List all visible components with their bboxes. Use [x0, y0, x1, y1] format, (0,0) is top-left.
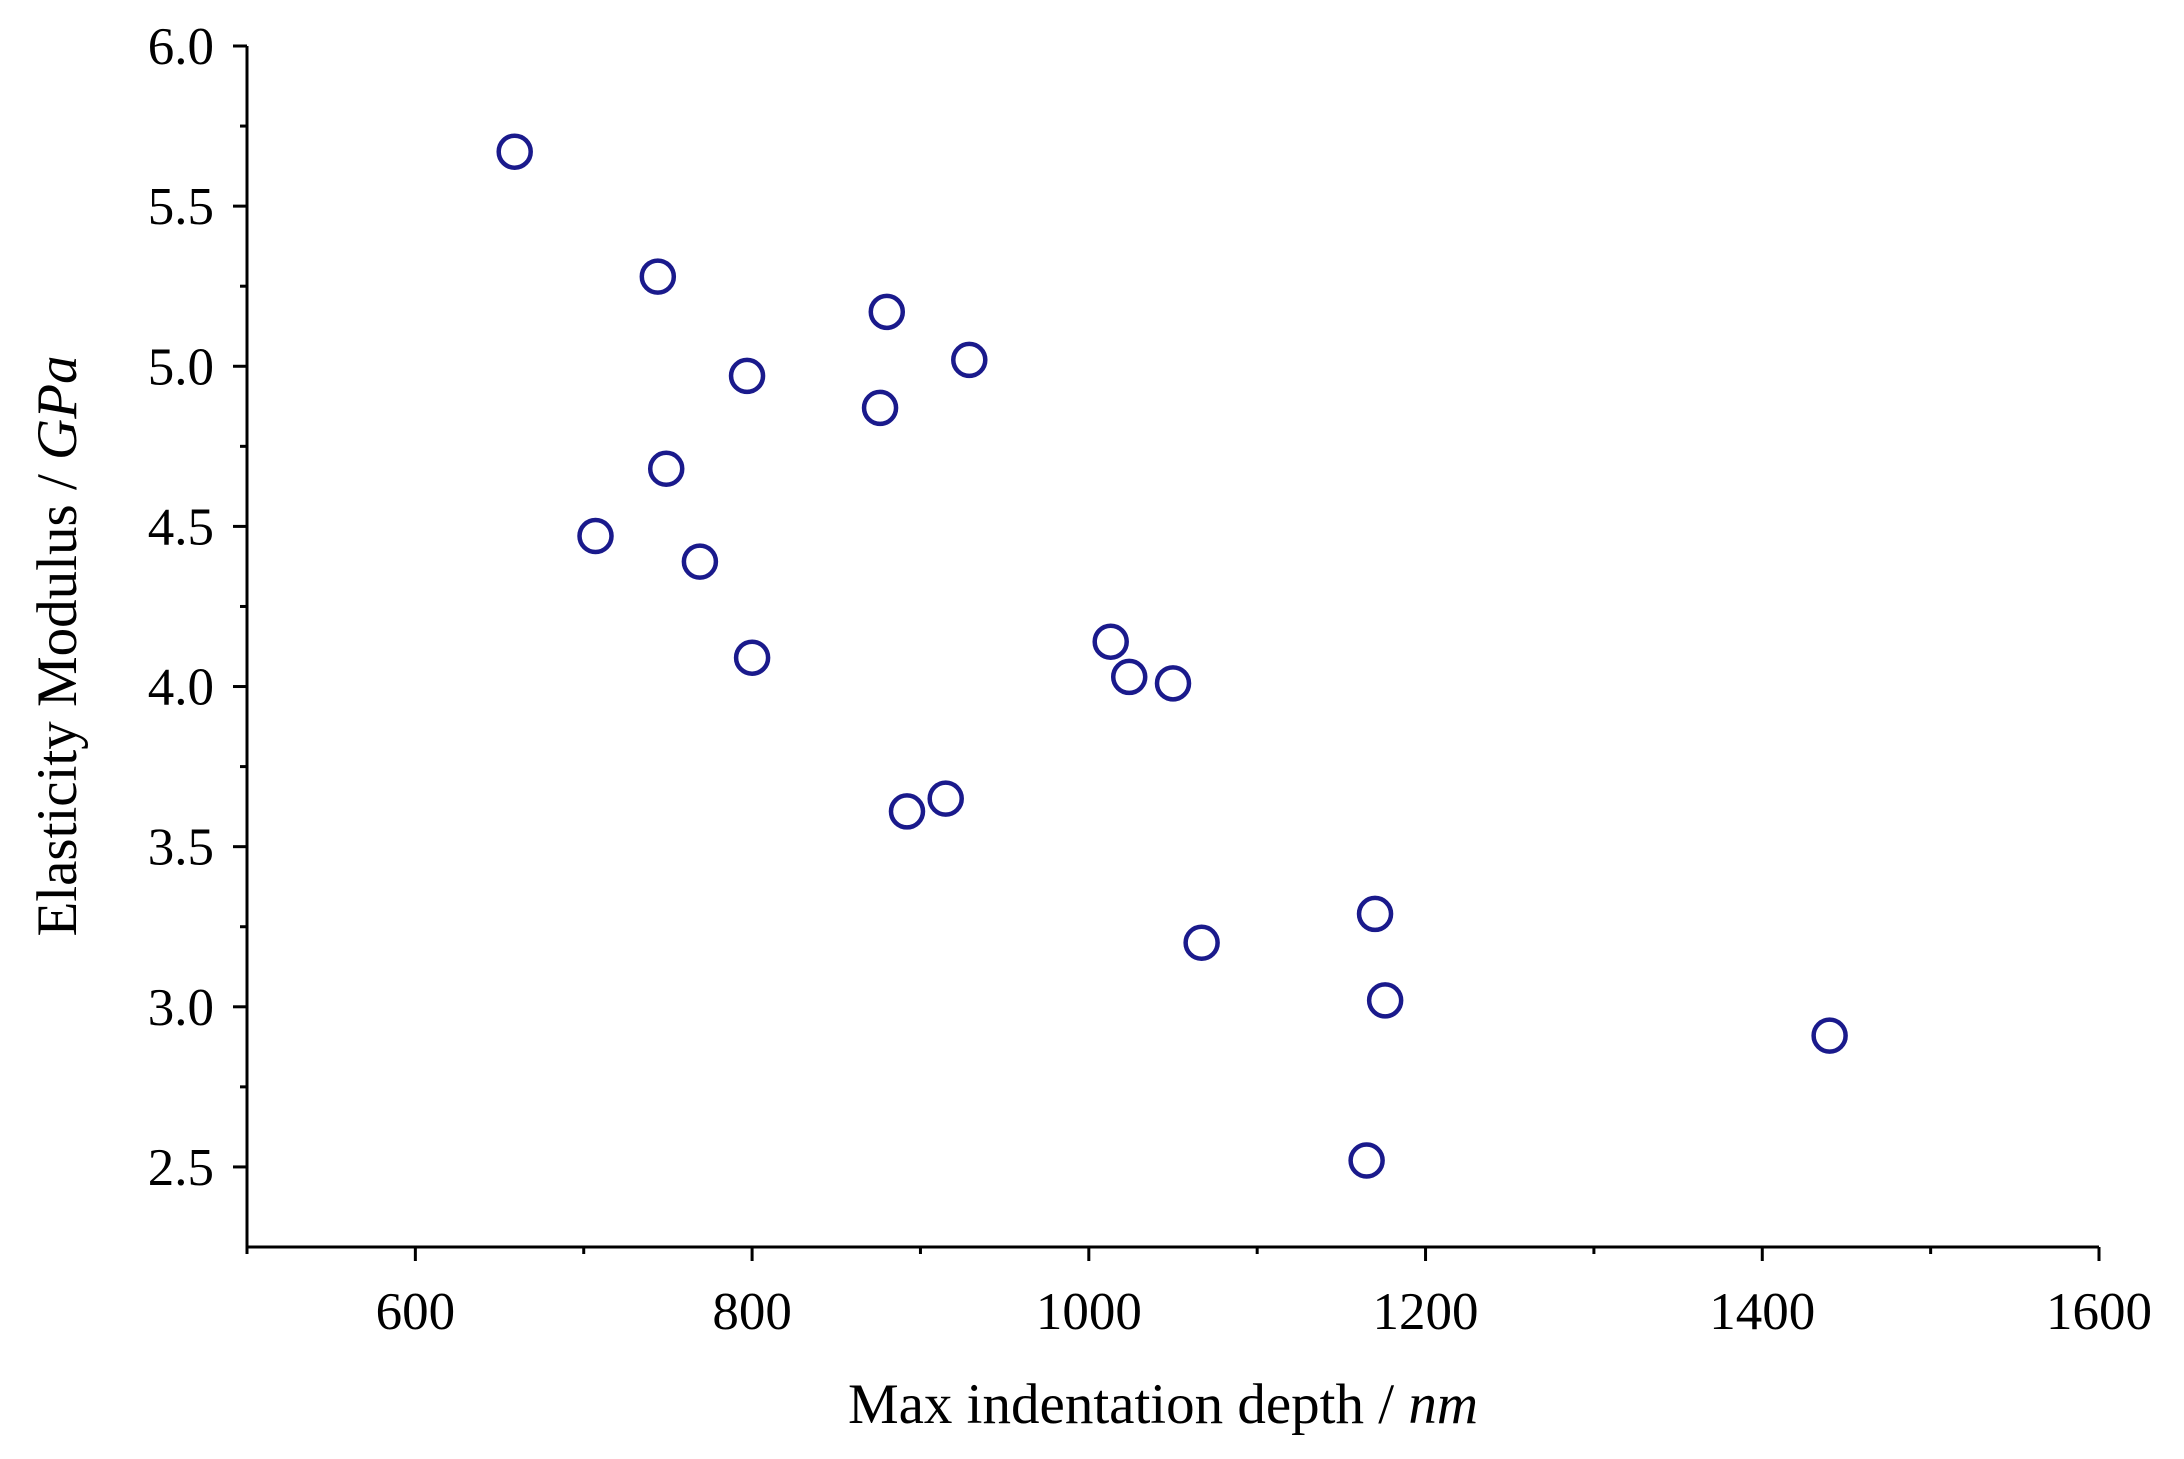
data-point [1356, 895, 1394, 933]
x-tick-label: 1200 [1373, 1283, 1479, 1341]
axes [245, 46, 2099, 1249]
x-tick-label: 800 [712, 1283, 792, 1341]
x-tick-label: 600 [376, 1283, 456, 1341]
x-axis-title-text: Max indentation depth / [848, 1373, 1408, 1436]
data-point [1366, 982, 1404, 1019]
x-tick-label: 1400 [1709, 1283, 1815, 1341]
y-tick-label: 4.0 [148, 659, 214, 717]
x-tick-label: 1000 [1036, 1283, 1142, 1341]
data-point [639, 258, 677, 295]
data-point [1110, 658, 1148, 696]
data-point [1092, 623, 1129, 660]
data-point [647, 450, 685, 488]
data-point [728, 357, 766, 395]
data-point [868, 293, 906, 331]
data-point [577, 517, 614, 555]
y-tick-label: 3.0 [148, 979, 214, 1037]
data-point [861, 389, 899, 427]
y-tick-label: 3.5 [148, 819, 214, 877]
data-point [1811, 1017, 1848, 1054]
y-tick-label: 4.5 [148, 498, 214, 556]
data-points [496, 133, 1848, 1179]
data-point [681, 543, 719, 580]
tick-marks [233, 44, 2101, 1261]
data-point [1154, 665, 1192, 702]
x-tick-label: 1600 [2046, 1283, 2152, 1341]
data-point [496, 133, 533, 170]
data-point [733, 639, 771, 676]
x-axis-unit: nm [1408, 1373, 1478, 1436]
data-point [951, 341, 988, 379]
data-point [927, 780, 964, 817]
data-point [888, 793, 926, 830]
y-axis-title-text: Elasticity Modulus / [26, 460, 89, 937]
data-point [1183, 924, 1220, 961]
y-tick-label: 2.5 [148, 1139, 214, 1197]
x-axis-title: Max indentation depth / nm [848, 1373, 1478, 1436]
y-axis-unit: GPa [26, 355, 89, 459]
y-tick-label: 5.0 [148, 338, 214, 396]
y-tick-label: 6.0 [148, 18, 214, 76]
tick-labels: 2.5 3.0 3.5 4.0 4.5 5.0 5.5 6.0 600 800 1000 1200 14… [148, 18, 2152, 1341]
data-point [1348, 1142, 1385, 1179]
y-tick-label: 5.5 [148, 178, 214, 236]
y-axis-title: Elasticity Modulus / GPa [26, 355, 89, 936]
